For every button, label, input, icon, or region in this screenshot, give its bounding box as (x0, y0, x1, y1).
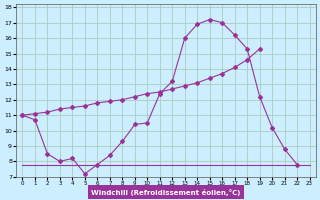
X-axis label: Windchill (Refroidissement éolien,°C): Windchill (Refroidissement éolien,°C) (91, 189, 241, 196)
